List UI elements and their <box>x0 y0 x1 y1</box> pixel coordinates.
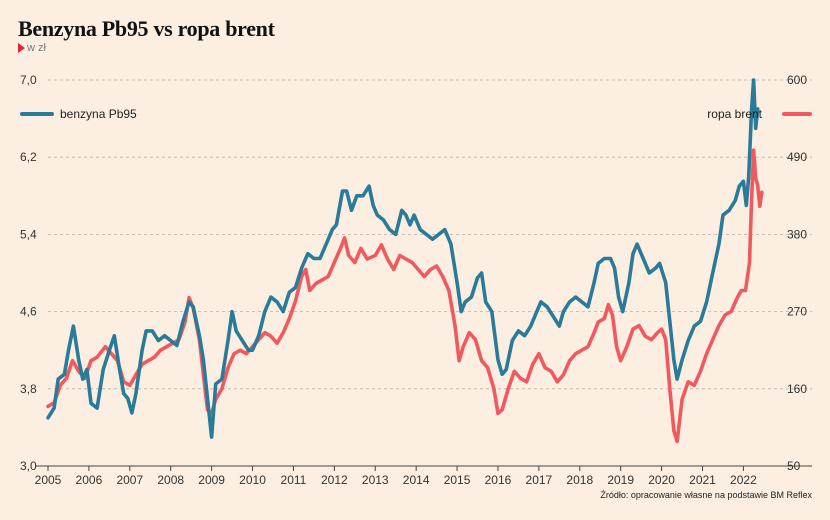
x-tick-label: 2017 <box>526 473 553 487</box>
x-tick-label: 2020 <box>648 473 675 487</box>
y-axis-left: 7,0 6,2 5,4 4,6 3,8 3,0 <box>20 73 37 473</box>
y-right-tick-label: 600 <box>787 73 807 87</box>
y-right-tick-label: 380 <box>787 227 807 241</box>
x-tick-label: 2014 <box>403 473 430 487</box>
legend-label-brent: ropa brent <box>707 107 762 121</box>
y-left-tick-label: 7,0 <box>20 73 37 87</box>
y-left-tick-label: 3,0 <box>20 459 37 473</box>
series-line-pb95 <box>46 78 760 439</box>
x-tick-label: 2018 <box>566 473 593 487</box>
x-tick-label: 2010 <box>239 473 266 487</box>
y-left-tick-label: 5,4 <box>20 227 37 241</box>
x-tick-label: 2011 <box>281 473 307 487</box>
x-tick-label: 2016 <box>485 473 512 487</box>
unit-label: w zł <box>27 42 46 54</box>
x-tick-label: 2019 <box>607 473 634 487</box>
x-tick-label: 2008 <box>157 473 184 487</box>
series-lines <box>46 78 764 444</box>
play-triangle-icon <box>18 43 25 53</box>
y-right-tick-label: 160 <box>787 382 807 396</box>
x-tick-label: 2005 <box>35 473 62 487</box>
x-tick-label: 2013 <box>362 473 389 487</box>
series-line-brent <box>46 148 764 444</box>
x-tick-label: 2009 <box>198 473 225 487</box>
x-tick-label: 2021 <box>689 473 716 487</box>
y-right-tick-label: 490 <box>787 150 807 164</box>
y-left-tick-label: 4,6 <box>20 305 37 319</box>
x-tick-label: 2006 <box>76 473 103 487</box>
grid-lines <box>48 79 812 390</box>
x-tick-label: 2015 <box>444 473 471 487</box>
chart-subtitle: w zł <box>18 42 46 54</box>
y-right-tick-label: 270 <box>787 305 807 319</box>
chart-title: Benzyna Pb95 vs ropa brent <box>18 16 275 41</box>
x-tick-label: 2022 <box>730 473 757 487</box>
y-left-tick-label: 3,8 <box>20 382 37 396</box>
x-tick-label: 2007 <box>116 473 143 487</box>
y-left-tick-label: 6,2 <box>20 150 37 164</box>
legend-label-pb95: benzyna Pb95 <box>60 107 137 121</box>
source-note: Źródło: opracowanie własne na podstawie … <box>600 490 812 500</box>
x-tick-label: 2012 <box>321 473 348 487</box>
legend: benzyna Pb95 ropa brent <box>20 107 812 121</box>
x-axis: 2005 2006 2007 2008 2009 2010 2011 2012 2013 2014… <box>35 465 812 487</box>
